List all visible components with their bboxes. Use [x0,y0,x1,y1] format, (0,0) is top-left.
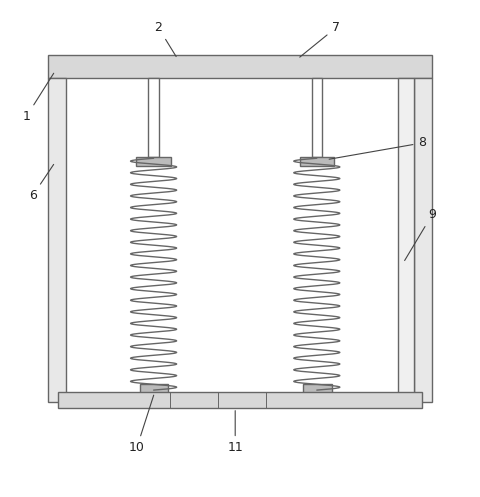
Bar [58,392,422,408]
Bar [414,78,432,402]
Bar [148,78,159,157]
Text: 1: 1 [23,73,54,123]
Text: 8: 8 [329,136,426,159]
Bar [48,78,66,402]
Text: 9: 9 [405,208,436,260]
Bar [300,157,334,166]
Bar [140,384,168,393]
Bar [312,78,322,157]
Text: 7: 7 [300,21,340,57]
Text: 11: 11 [228,411,243,454]
Bar [303,384,332,393]
Text: 2: 2 [155,21,176,57]
Text: 6: 6 [29,165,54,202]
Bar [48,55,432,78]
Bar [136,157,171,166]
Text: 10: 10 [129,395,154,454]
Bar [398,78,414,402]
